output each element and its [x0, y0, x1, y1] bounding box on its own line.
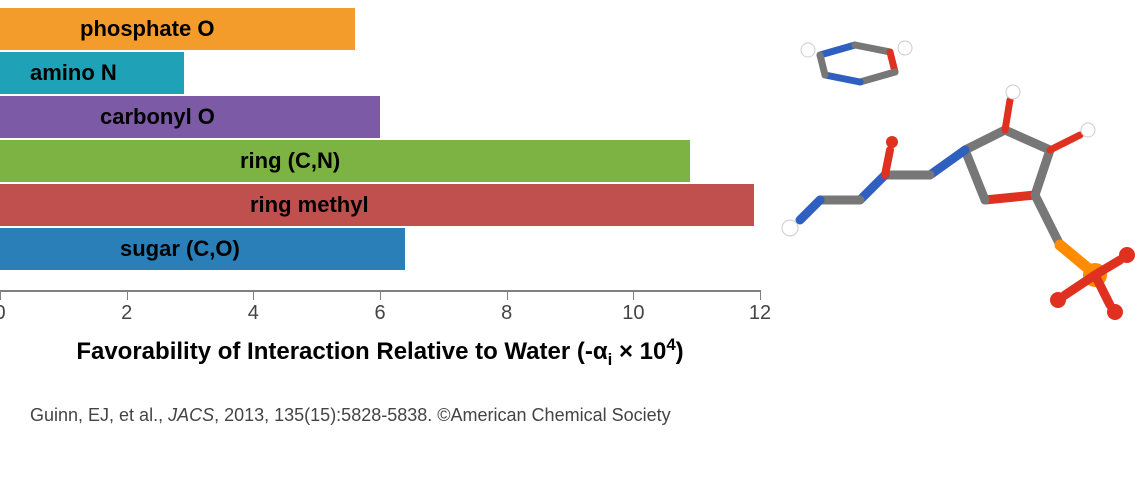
citation-rest: , 2013, 135(15):5828-5838. ©American Che…: [214, 405, 671, 425]
sugar-ring-icon: [965, 85, 1095, 200]
bar-row: sugar (C,O): [0, 228, 760, 272]
citation-prefix: Guinn, EJ, et al.,: [30, 405, 168, 425]
phosphate-icon: [1035, 195, 1135, 320]
axis-tick-label: 2: [121, 302, 132, 325]
upper-ring-icon: [801, 41, 912, 82]
x-axis-title: Favorability of Interaction Relative to …: [0, 335, 760, 370]
base-ring-icon: [782, 136, 965, 236]
bar: [0, 184, 754, 226]
axis-tick: [380, 290, 381, 300]
x-axis: 024681012: [0, 290, 760, 292]
bar-label: phosphate O: [80, 16, 214, 42]
axis-tick-label: 4: [248, 302, 259, 325]
bar-label: carbonyl O: [100, 104, 215, 130]
bar: [0, 140, 690, 182]
axis-tick: [253, 290, 254, 300]
bar-row: amino N: [0, 52, 760, 96]
figure-root: phosphate O amino N carbonyl O ring (C,N) ri…: [0, 0, 1135, 500]
bar-row: ring methyl: [0, 184, 760, 228]
bar-group: phosphate O amino N carbonyl O ring (C,N) ri…: [0, 8, 760, 272]
bar-label: ring methyl: [250, 192, 369, 218]
axis-tick: [507, 290, 508, 300]
axis-tick: [0, 290, 1, 300]
citation-text: Guinn, EJ, et al., JACS, 2013, 135(15):5…: [30, 405, 671, 426]
citation-journal: JACS: [168, 405, 214, 425]
bar-row: ring (C,N): [0, 140, 760, 184]
axis-tick-label: 0: [0, 302, 6, 325]
axis-tick-label: 10: [622, 302, 644, 325]
bar-row: carbonyl O: [0, 96, 760, 140]
bar-label: ring (C,N): [240, 148, 340, 174]
molecule-panel: [760, 0, 1135, 340]
bar-chart: phosphate O amino N carbonyl O ring (C,N) ri…: [0, 0, 770, 500]
molecule-svg: [760, 0, 1135, 340]
axis-tick: [127, 290, 128, 300]
bar-label: amino N: [30, 60, 117, 86]
axis-tick-label: 6: [374, 302, 385, 325]
axis-tick: [633, 290, 634, 300]
bar-label: sugar (C,O): [120, 236, 240, 262]
bar-row: phosphate O: [0, 8, 760, 52]
axis-tick-label: 8: [501, 302, 512, 325]
